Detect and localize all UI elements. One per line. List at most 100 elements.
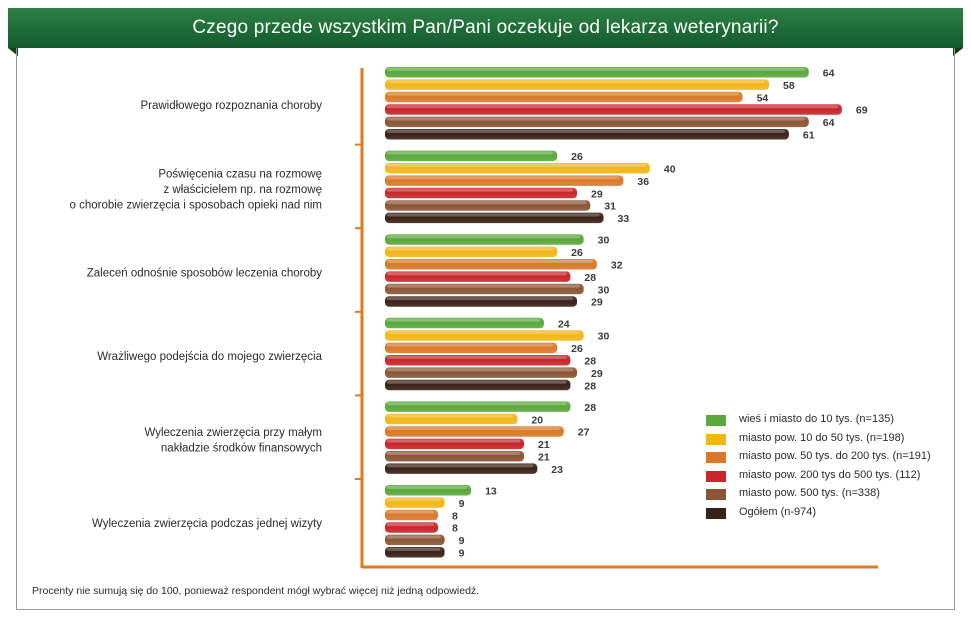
- bar-highlight: [387, 164, 646, 167]
- bar-highlight: [387, 201, 587, 205]
- data-label: 9: [459, 498, 465, 510]
- data-label: 8: [452, 510, 458, 522]
- bar: [385, 463, 538, 474]
- bar: [385, 175, 624, 186]
- bar-highlight: [387, 414, 514, 418]
- data-label: 28: [584, 380, 596, 392]
- bar-highlight: [387, 247, 554, 251]
- data-label: 64: [823, 117, 835, 129]
- bar: [385, 367, 578, 378]
- bar: [385, 509, 438, 521]
- bar-highlight: [387, 176, 620, 180]
- legend-item: miasto pow. 50 tys. do 200 tys. (n=191): [706, 449, 946, 468]
- data-label: 54: [757, 92, 769, 104]
- category-label: Prawidłowego rozpoznania choroby: [140, 100, 322, 112]
- legend-label: miasto pow. 500 tys. (n=338): [739, 487, 880, 500]
- legend-swatch: [706, 507, 726, 519]
- bar-highlight: [387, 117, 805, 121]
- data-label: 23: [551, 464, 563, 476]
- data-label: 28: [584, 272, 596, 284]
- bar: [385, 438, 525, 450]
- bar: [385, 342, 558, 354]
- title-banner: [8, 8, 963, 48]
- bar-highlight: [387, 427, 560, 431]
- bar-highlight: [387, 548, 441, 551]
- data-label: 31: [604, 201, 616, 213]
- bar-highlight: [387, 486, 468, 489]
- data-label: 28: [584, 356, 596, 368]
- legend: wieś i miasto do 10 tys. (n=135) miasto p…: [706, 412, 946, 524]
- bar-highlight: [387, 92, 739, 96]
- bar: [385, 401, 571, 412]
- bar-highlight: [387, 402, 567, 406]
- bar-highlight: [387, 188, 574, 192]
- legend-swatch: [706, 489, 726, 501]
- data-label: 36: [637, 176, 649, 188]
- data-label: 58: [783, 80, 795, 92]
- banner-fold-left: [8, 48, 18, 56]
- banner-fold-right: [953, 48, 963, 56]
- bar-highlight: [387, 80, 766, 84]
- data-label: 21: [538, 452, 550, 464]
- bar: [385, 485, 472, 496]
- data-label: 21: [538, 439, 550, 451]
- legend-swatch: [706, 433, 726, 445]
- category-label: Wrażliwego podejścia do mojego zwierzęci…: [97, 351, 322, 363]
- legend-item: miasto pow. 10 do 50 tys. (n=198): [706, 431, 946, 450]
- bar-highlight: [387, 272, 567, 276]
- data-label: 69: [856, 105, 868, 117]
- data-label: 28: [584, 402, 596, 414]
- chart-frame: [16, 48, 955, 610]
- legend-item: wieś i miasto do 10 tys. (n=135): [706, 412, 946, 431]
- bar: [385, 163, 650, 174]
- bar-highlight: [387, 297, 574, 301]
- data-label: 33: [618, 213, 630, 225]
- data-label: 8: [452, 523, 458, 535]
- legend-label: wieś i miasto do 10 tys. (n=135): [739, 413, 894, 425]
- bar-highlight: [387, 380, 567, 384]
- bar: [385, 497, 445, 508]
- bar: [385, 379, 571, 391]
- data-label: 61: [803, 130, 815, 142]
- bar: [385, 413, 518, 425]
- bar: [385, 296, 578, 307]
- bar-highlight: [387, 452, 521, 455]
- category-label: Zaleceń odnośnie sposobów leczenia choro…: [87, 267, 323, 279]
- bar-highlight: [387, 213, 600, 217]
- bar-highlight: [387, 68, 805, 71]
- legend-label: miasto pow. 200 tys do 500 tys. (112): [739, 468, 921, 481]
- data-label: 40: [664, 164, 676, 176]
- bar-highlight: [387, 464, 534, 468]
- bar: [385, 355, 571, 366]
- bar-highlight: [387, 318, 540, 322]
- bar: [385, 91, 743, 103]
- chart-title: Czego przede wszystkim Pan/Pani oczekuje…: [192, 17, 779, 38]
- category-label: nakładzie środków finansowych: [161, 442, 322, 454]
- data-label: 26: [571, 247, 583, 259]
- data-label: 26: [571, 151, 583, 163]
- bar: [385, 534, 445, 546]
- legend-item: Ogółem (n-974): [706, 505, 946, 524]
- bar: [385, 129, 789, 140]
- bar: [385, 522, 438, 533]
- data-label: 30: [598, 235, 610, 247]
- bar: [385, 451, 525, 462]
- bar-highlight: [387, 260, 593, 263]
- data-label: 27: [578, 427, 590, 439]
- data-label: 9: [459, 548, 465, 560]
- bar: [385, 547, 445, 558]
- category-label: o chorobie zwierzęcia i sposobach opieki…: [69, 199, 322, 211]
- bar-highlight: [387, 439, 521, 443]
- bar: [385, 426, 564, 437]
- data-label: 26: [571, 343, 583, 355]
- data-label: 29: [591, 297, 603, 309]
- bar: [385, 150, 558, 162]
- data-label: 29: [591, 368, 603, 380]
- bar: [385, 271, 571, 282]
- bar-highlight: [387, 151, 554, 155]
- bar: [385, 330, 584, 341]
- category-label: Wyleczenia zwierzęcia podczas jednej wiz…: [92, 518, 322, 530]
- legend-swatch: [706, 415, 726, 426]
- bar-highlight: [387, 343, 554, 347]
